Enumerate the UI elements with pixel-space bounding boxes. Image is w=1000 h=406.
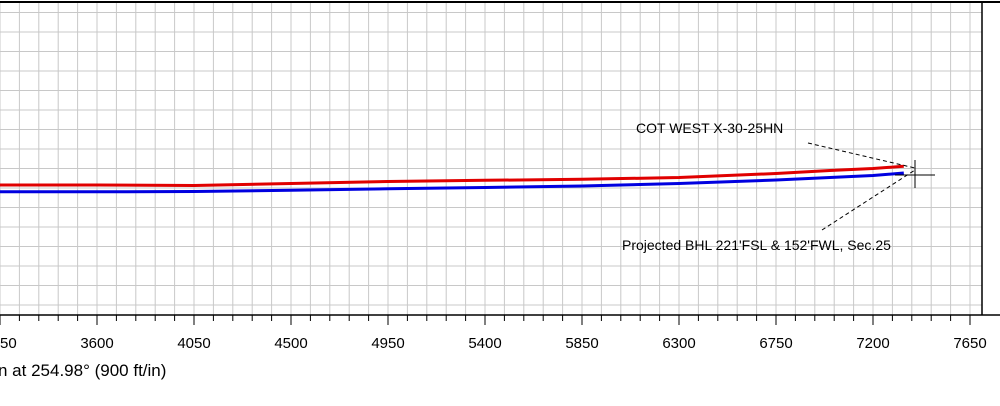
x-axis-ticks: 3150 3600 4050 4500 4950 5400 5850 6300 6750 7200… [0,315,987,352]
series-group [0,164,904,194]
annotation-leader-top [807,142,916,169]
series-line-0 [0,164,904,187]
series-line-1 [0,171,904,194]
grid [0,2,982,315]
annotation-projected-bhl: Projected BHL 221'FSL & 152'FWL, Sec.25 [622,237,891,253]
annotations: COT WEST X-30-25HN Projected BHL 221'FSL… [622,120,935,253]
x-tick-label: 3150 [0,335,17,352]
x-tick-label: 6300 [662,335,695,352]
x-tick-label: 7200 [856,335,889,352]
x-tick-label: 5850 [565,335,598,352]
x-tick-label: 4500 [274,335,307,352]
x-tick-label: 3600 [80,335,113,352]
x-axis-label: n at 254.98° (900 ft/in) [0,361,166,380]
x-tick-label: 6750 [759,335,792,352]
annotation-leader-bottom [821,169,916,231]
x-tick-label: 4050 [177,335,210,352]
annotation-well-name: COT WEST X-30-25HN [636,120,783,136]
x-tick-label: 7650 [953,335,986,352]
x-tick-label: 4950 [371,335,404,352]
x-tick-label: 5400 [468,335,501,352]
